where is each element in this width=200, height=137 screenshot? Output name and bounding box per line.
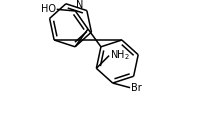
Text: Br: Br: [130, 83, 141, 93]
Text: HO: HO: [41, 4, 55, 14]
Text: NH$_2$: NH$_2$: [110, 49, 129, 62]
Text: N: N: [76, 0, 83, 10]
